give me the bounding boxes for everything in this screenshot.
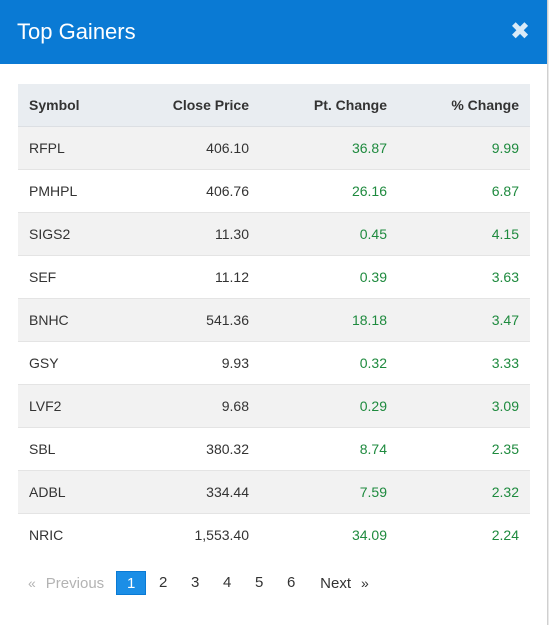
pt-change-cell: 0.45: [260, 211, 398, 255]
pt-change-cell: 7.59: [260, 469, 398, 513]
symbol-cell[interactable]: GSY: [18, 340, 128, 384]
column-header-pt-change[interactable]: Pt. Change: [260, 84, 398, 127]
pct-change-cell: 3.33: [398, 340, 530, 384]
double-left-arrow-icon: «: [28, 574, 36, 591]
page-number-6[interactable]: 6: [286, 574, 296, 591]
page-number-3[interactable]: 3: [190, 574, 200, 591]
close-price-cell: 334.44: [128, 469, 260, 513]
page-number-4[interactable]: 4: [222, 574, 232, 591]
symbol-cell[interactable]: ADBL: [18, 469, 128, 513]
next-label: Next: [320, 574, 351, 592]
previous-page-button[interactable]: « Previous: [28, 575, 104, 592]
pct-change-cell: 9.99: [398, 125, 530, 169]
table-row[interactable]: NRIC 1,553.40 34.09 2.24: [18, 512, 530, 556]
pt-change-cell: 0.39: [260, 254, 398, 298]
column-header-close-price[interactable]: Close Price: [128, 84, 260, 127]
symbol-cell[interactable]: SBL: [18, 426, 128, 470]
close-price-cell: 380.32: [128, 426, 260, 470]
table-row[interactable]: SIGS2 11.30 0.45 4.15: [18, 211, 530, 255]
column-header-pct-change[interactable]: % Change: [398, 84, 530, 127]
column-header-symbol[interactable]: Symbol: [18, 84, 128, 127]
previous-label: Previous: [45, 574, 105, 592]
symbol-cell[interactable]: SEF: [18, 254, 128, 298]
close-price-cell: 9.68: [128, 383, 260, 427]
table-row[interactable]: SBL 380.32 8.74 2.35: [18, 426, 530, 470]
next-page-button[interactable]: Next »: [320, 575, 369, 592]
table-row[interactable]: GSY 9.93 0.32 3.33: [18, 340, 530, 384]
table-row[interactable]: ADBL 334.44 7.59 2.32: [18, 469, 530, 513]
modal-header: Top Gainers ✖: [0, 0, 547, 64]
table-header-row: Symbol Close Price Pt. Change % Change: [18, 84, 530, 127]
pt-change-cell: 0.29: [260, 383, 398, 427]
pt-change-cell: 36.87: [260, 125, 398, 169]
close-price-cell: 406.76: [128, 168, 260, 212]
pct-change-cell: 4.15: [398, 211, 530, 255]
gainers-table: Symbol Close Price Pt. Change % Change R…: [18, 84, 530, 556]
table-row[interactable]: RFPL 406.10 36.87 9.99: [18, 125, 530, 169]
pt-change-cell: 26.16: [260, 168, 398, 212]
close-price-cell: 9.93: [128, 340, 260, 384]
symbol-cell[interactable]: RFPL: [18, 125, 128, 169]
pct-change-cell: 3.09: [398, 383, 530, 427]
close-price-cell: 11.30: [128, 211, 260, 255]
close-icon[interactable]: ✖: [509, 18, 531, 45]
table-body: RFPL 406.10 36.87 9.99 PMHPL 406.76 26.16 6.87 S…: [18, 125, 530, 556]
pct-change-cell: 2.24: [398, 512, 530, 556]
pct-change-cell: 3.47: [398, 297, 530, 341]
symbol-cell[interactable]: BNHC: [18, 297, 128, 341]
symbol-cell[interactable]: PMHPL: [18, 168, 128, 212]
modal-title: Top Gainers: [17, 19, 136, 44]
pt-change-cell: 8.74: [260, 426, 398, 470]
symbol-cell[interactable]: SIGS2: [18, 211, 128, 255]
close-price-cell: 1,553.40: [128, 512, 260, 556]
table-row[interactable]: BNHC 541.36 18.18 3.47: [18, 297, 530, 341]
pct-change-cell: 2.35: [398, 426, 530, 470]
page-number-1[interactable]: 1: [116, 571, 147, 595]
table-row[interactable]: PMHPL 406.76 26.16 6.87: [18, 168, 530, 212]
close-price-cell: 406.10: [128, 125, 260, 169]
pct-change-cell: 2.32: [398, 469, 530, 513]
table-row[interactable]: SEF 11.12 0.39 3.63: [18, 254, 530, 298]
page-number-2[interactable]: 2: [158, 574, 168, 591]
symbol-cell[interactable]: LVF2: [18, 383, 128, 427]
pt-change-cell: 18.18: [260, 297, 398, 341]
symbol-cell[interactable]: NRIC: [18, 512, 128, 556]
pt-change-cell: 0.32: [260, 340, 398, 384]
pt-change-cell: 34.09: [260, 512, 398, 556]
close-price-cell: 541.36: [128, 297, 260, 341]
double-right-arrow-icon: »: [361, 574, 369, 591]
pct-change-cell: 6.87: [398, 168, 530, 212]
close-price-cell: 11.12: [128, 254, 260, 298]
pct-change-cell: 3.63: [398, 254, 530, 298]
table-row[interactable]: LVF2 9.68 0.29 3.09: [18, 383, 530, 427]
page-number-5[interactable]: 5: [254, 574, 264, 591]
